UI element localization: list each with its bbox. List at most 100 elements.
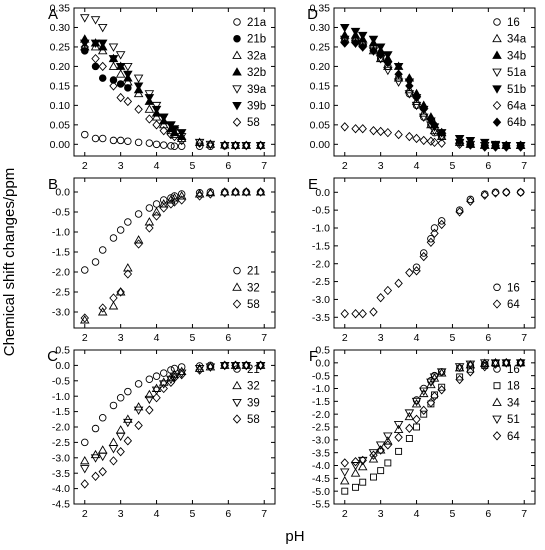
data-point [230,360,241,369]
data-point [177,369,186,380]
data-point [80,313,89,323]
data-point [502,187,511,197]
data-point [152,140,161,149]
data-point [123,418,133,428]
y-tick-label: -4.0 [312,460,330,472]
data-point [133,235,144,244]
y-tick-label: -4.5 [52,499,70,511]
y-tick-label: 0.25 [50,42,71,54]
x-tick-label: 7 [521,508,527,520]
legend-label: 32a [247,50,267,62]
data-point [219,142,230,151]
series-64a [340,122,525,151]
data-point [151,207,162,216]
data-point [418,108,429,117]
data-point [145,114,154,124]
legend-marker [232,50,242,59]
x-tick-label: 2 [342,160,348,172]
data-point [195,142,204,151]
data-point [80,42,89,52]
data-point [455,206,464,214]
panel-b-frame [73,177,276,329]
data-point [115,432,126,442]
x-tick-label: 6 [485,508,491,520]
x-tick-label: 7 [261,508,267,520]
data-point [255,360,266,369]
data-point [376,445,385,455]
data-point [116,136,125,145]
legend: 16 34a 34b 51a 51b 64a 64b [492,17,527,129]
series-39 [79,361,266,474]
data-point [133,74,144,84]
y-tick-label: -1.5 [312,240,330,252]
y-tick-label: 0.15 [50,80,71,92]
y-tick-label: 0.0 [55,360,70,372]
data-point [206,362,215,372]
data-point [456,373,464,381]
data-point [501,357,512,367]
data-point [375,43,386,52]
data-point [98,414,107,422]
legend-marker [232,380,242,390]
data-point [205,140,216,150]
data-point [358,455,367,466]
data-point [205,139,216,148]
data-point [134,138,143,147]
data-point [151,105,162,115]
legend-label: 21 [247,266,260,278]
data-point [436,368,447,377]
data-point [177,190,186,198]
data-point [430,137,439,148]
data-point [116,393,125,402]
data-point [376,50,385,60]
legend-label: 64a [507,101,527,113]
data-point [352,483,359,491]
y-tick-label: 0.10 [310,100,331,112]
data-point [404,409,415,418]
data-point [404,90,415,99]
data-point [419,104,428,114]
data-point [427,234,435,243]
data-point [123,263,133,272]
data-point [340,458,349,468]
data-point [383,51,393,60]
data-point [115,425,126,434]
data-point [411,397,422,407]
y-tick-label: -1.0 [52,227,70,239]
x-tick-label: 3 [118,160,124,172]
data-point [152,200,161,208]
legend: 21 32 39 58 [232,364,260,426]
legend-marker [493,365,501,373]
data-point [405,81,414,91]
data-point [466,195,475,204]
data-point [194,189,205,198]
data-point [108,55,119,64]
data-point [383,127,393,138]
data-point [350,462,361,471]
x-tick-label: 7 [261,332,267,344]
x-tick-label: 5 [450,332,456,344]
data-point [145,223,154,233]
legend-marker [493,382,501,390]
data-point [430,224,439,232]
legend-marker [233,34,241,43]
data-point [256,140,265,151]
data-point [455,139,464,149]
panel-e: E 2 3 4 5 6 7 -3.5 -3.0 -2.5 -2.0 -1.5 -1.0 -0.5 0.0 16… [308,176,536,344]
legend-marker [492,117,502,127]
data-point [516,358,525,368]
y-tick-label: 0.5 [315,345,330,357]
data-point [220,140,229,150]
data-point [90,39,101,48]
y-tick-label: 0.35 [310,3,331,15]
data-point [430,391,439,401]
data-point [376,292,385,303]
y-tick-label: -5.5 [312,499,330,511]
data-point [491,142,500,152]
x-tick-label: 4 [154,160,160,172]
legend-label: 32b [247,67,266,79]
legend-label: 34 [507,397,520,409]
series-58 [80,42,265,151]
series-16 [412,188,525,272]
